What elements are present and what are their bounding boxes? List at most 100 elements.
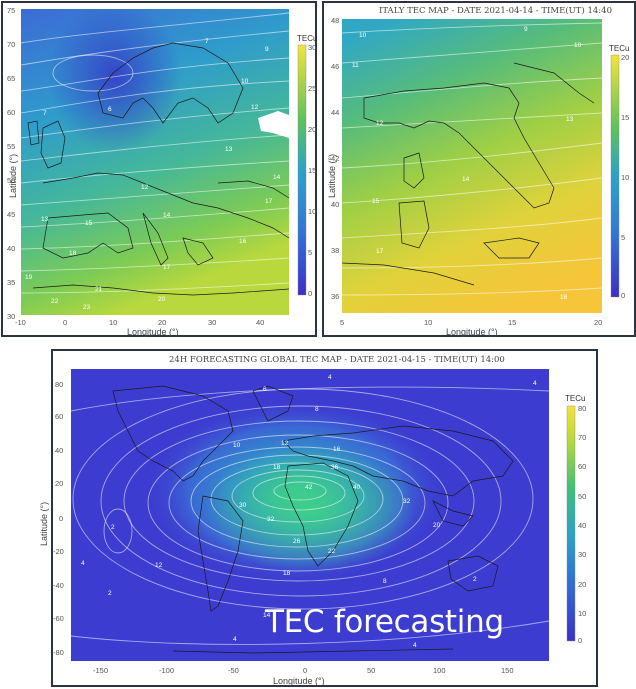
contour-label: 20 [158, 296, 166, 303]
europe-tec-map: 7 6 7 9 10 12 13 12 13 15 14 14 17 16 18… [7, 6, 317, 337]
global-colorbar: TECu 80 70 60 50 40 30 20 10 0 [565, 394, 586, 645]
italy-contours [341, 22, 603, 296]
x-tick: 40 [256, 318, 264, 327]
colorbar-tick: 15 [621, 113, 629, 122]
tec-forecasting-label: TEC forecasting [265, 604, 504, 640]
contour-label: 14 [163, 212, 171, 219]
x-tick: 5 [340, 318, 344, 327]
contour-label: 2 [473, 576, 477, 583]
y-tick: 46 [331, 62, 339, 71]
italy-y-axis-label: Latitude (°) [327, 154, 337, 198]
contour-label: 32 [403, 498, 411, 505]
italy-y-ticks: 48 46 44 42 40 38 36 [331, 16, 339, 301]
colorbar-tick: 20 [578, 580, 586, 589]
global-contour-labels: 4 4 6 8 10 12 16 18 36 40 42 30 32 32 20… [81, 374, 537, 649]
contour-label: 12 [155, 562, 163, 569]
colorbar-tick: 70 [578, 433, 586, 442]
italy-map-title: ITALY TEC MAP - DATE 2021-04-14 - TIME(U… [379, 5, 612, 16]
colorbar-tick: 10 [578, 609, 586, 618]
y-tick: 38 [331, 246, 339, 255]
contour-label: 7 [43, 110, 47, 117]
contour-label: 4 [233, 636, 237, 643]
y-tick: 30 [7, 312, 15, 321]
x-tick: 150 [501, 666, 514, 675]
contour-label: 18 [273, 464, 281, 471]
x-tick: 20 [594, 318, 602, 327]
y-tick: -20 [53, 547, 64, 556]
x-tick: -10 [15, 318, 26, 327]
colorbar-tick: 10 [308, 207, 316, 216]
colorbar-tick: 20 [308, 125, 316, 134]
colorbar-tick: 50 [578, 492, 586, 501]
global-tec-map: 24H FORECASTING GLOBAL TEC MAP - DATE 20… [39, 354, 586, 686]
y-tick: 20 [55, 479, 63, 488]
y-tick: 60 [55, 412, 63, 421]
global-y-axis-label: Latitude (°) [39, 502, 49, 546]
italy-colorbar: TECu 20 15 10 5 0 [609, 44, 629, 300]
contour-label: 36 [331, 464, 339, 471]
contour-label: 8 [383, 578, 387, 585]
contour-label: 9 [524, 26, 528, 33]
contour-label: 6 [108, 106, 112, 113]
contour-label: 10 [359, 32, 367, 39]
colorbar-tick: 30 [578, 550, 586, 559]
contour-label: 9 [265, 46, 269, 53]
x-tick: 20 [158, 318, 166, 327]
contour-label: 18 [560, 294, 568, 301]
x-tick: 100 [433, 666, 446, 675]
contour-label: 17 [163, 264, 171, 271]
x-tick: 10 [109, 318, 117, 327]
y-tick: 40 [331, 200, 339, 209]
global-y-ticks: 80 60 40 20 0 -20 -40 -60 -80 [53, 380, 64, 657]
y-tick: -80 [53, 648, 64, 657]
y-tick: 45 [7, 210, 15, 219]
italy-coastline [341, 62, 595, 286]
contour-label: 15 [372, 198, 380, 205]
contour-label: 12 [281, 440, 289, 447]
global-map-title: 24H FORECASTING GLOBAL TEC MAP - DATE 20… [169, 354, 505, 365]
y-tick: 55 [7, 142, 15, 151]
colorbar-tick: 20 [621, 53, 629, 62]
global-tec-map-panel: 24H FORECASTING GLOBAL TEC MAP - DATE 20… [39, 349, 598, 687]
europe-contour-labels: 7 6 7 9 10 12 13 12 13 15 14 14 17 16 18… [25, 38, 281, 311]
contour-label: 10 [241, 78, 249, 85]
contour-label: 22 [328, 548, 336, 555]
italy-map-area [342, 19, 602, 313]
contour-label: 2 [108, 590, 112, 597]
colorbar-tick: 80 [578, 404, 586, 413]
contour-label: 12 [251, 104, 259, 111]
contour-label: 14 [462, 176, 470, 183]
italy-tec-map: ITALY TEC MAP - DATE 2021-04-14 - TIME(U… [327, 5, 629, 337]
contour-label: 14 [273, 174, 281, 181]
contour-label: 13 [41, 216, 49, 223]
y-tick: 50 [7, 176, 15, 185]
contour-label: 4 [533, 380, 537, 387]
contour-label: 8 [315, 406, 319, 413]
colorbar-tick: 10 [621, 173, 629, 182]
contour-label: 21 [95, 286, 103, 293]
contour-label: 4 [81, 560, 85, 567]
y-tick: 40 [7, 244, 15, 253]
x-tick: 30 [208, 318, 216, 327]
y-tick: 0 [59, 514, 63, 523]
x-tick: -50 [228, 666, 239, 675]
colorbar-tick: 5 [621, 233, 625, 242]
contour-label: 30 [239, 502, 247, 509]
contour-label: 23 [83, 304, 91, 311]
x-tick: 50 [367, 666, 375, 675]
contour-label: 18 [283, 570, 291, 577]
europe-coastline [27, 42, 290, 296]
colorbar-unit: TECu [609, 44, 629, 53]
global-x-axis-label: Longitude (°) [273, 676, 325, 686]
contour-label: 13 [566, 116, 574, 123]
contour-label: 10 [574, 42, 582, 49]
contour-label: 17 [376, 248, 384, 255]
contour-label: 12 [376, 120, 384, 127]
y-tick: -60 [53, 614, 64, 623]
y-tick: 75 [7, 6, 15, 15]
y-tick: 40 [55, 446, 63, 455]
contour-label: 40 [353, 484, 361, 491]
contour-label: 2 [111, 524, 115, 531]
x-tick: 0 [303, 666, 307, 675]
y-tick: 35 [7, 278, 15, 287]
